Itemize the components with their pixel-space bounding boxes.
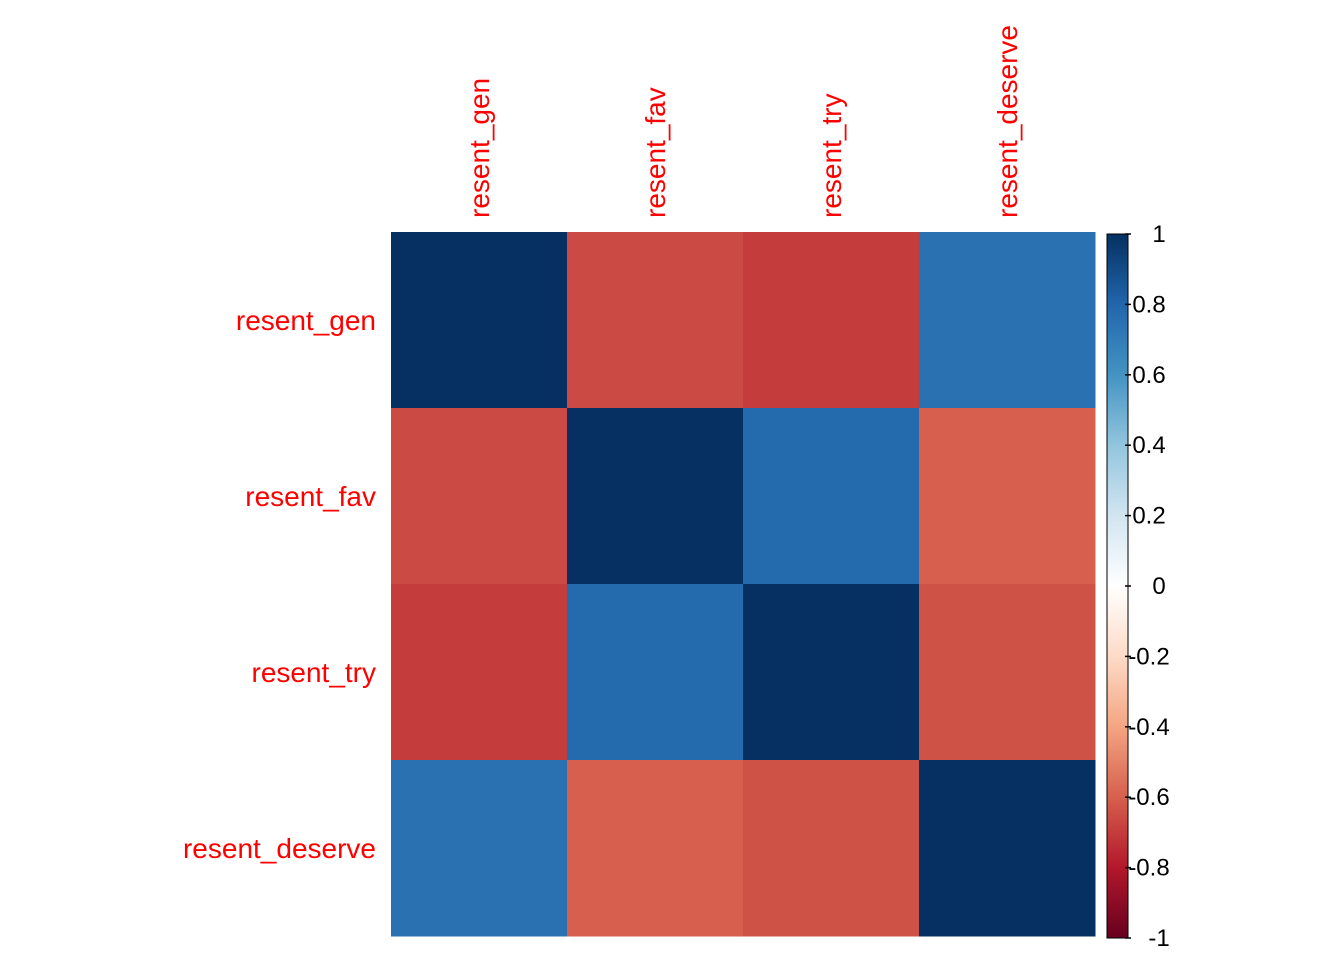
row-label-resent_try: resent_try [252,657,377,688]
heatmap-cell-resent_deserve-resent_gen [391,760,568,937]
heatmap-cell-resent_deserve-resent_fav [567,760,744,937]
colorbar-tick-label: 0.2 [1132,503,1165,530]
heatmap-cell-resent_fav-resent_deserve [919,408,1096,585]
colorbar: 1 0.8 0.6 0.4 0.2 0 -0.2 -0.4 -0.6 -0.8 -1 [1106,221,1170,952]
heatmap-cell-resent_gen-resent_deserve [919,232,1096,409]
colorbar-tick-label: 0.8 [1132,291,1165,318]
colorbar-tick-label: -0.4 [1128,714,1169,741]
column-label-resent_fav: resent_fav [640,87,671,218]
colorbar-gradient [1106,233,1129,939]
colorbar-tick-label: 1 [1152,221,1165,248]
colorbar-tick-label: -1 [1148,925,1169,952]
column-label-resent_deserve: resent_deserve [992,25,1023,218]
colorbar-tick-label: 0.4 [1132,432,1165,459]
colorbar-tick-label: -0.8 [1128,855,1169,882]
heatmap-cell-resent_deserve-resent_deserve [919,760,1096,937]
colorbar-tick-label: 0.6 [1132,362,1165,389]
row-label-resent_fav: resent_fav [245,481,376,512]
heatmap-cell-resent_try-resent_gen [391,584,568,761]
heatmap-cell-resent_fav-resent_try [743,408,920,585]
row-labels: resent_gen resent_fav resent_try resent_des… [183,305,376,864]
heatmap-cell-resent_fav-resent_fav [567,408,744,585]
column-label-resent_try: resent_try [816,94,847,219]
column-labels: resent_gen resent_fav resent_try resent_des… [464,25,1023,218]
heatmap-cell-resent_gen-resent_gen [391,232,568,409]
heatmap-cell-resent_try-resent_deserve [919,584,1096,761]
heatmap-cell-resent_gen-resent_try [743,232,920,409]
heatmap-cells [391,232,1096,937]
colorbar-tick-label: -0.2 [1128,643,1169,670]
heatmap-cell-resent_fav-resent_gen [391,408,568,585]
row-label-resent_deserve: resent_deserve [183,833,376,864]
heatmap-cell-resent_deserve-resent_try [743,760,920,937]
row-label-resent_gen: resent_gen [236,305,376,336]
heatmap-cell-resent_try-resent_try [743,584,920,761]
heatmap-cell-resent_try-resent_fav [567,584,744,761]
column-label-resent_gen: resent_gen [464,78,495,218]
heatmap-cell-resent_gen-resent_fav [567,232,744,409]
colorbar-tick-label: 0 [1152,573,1165,600]
colorbar-tick-label: -0.6 [1128,784,1169,811]
